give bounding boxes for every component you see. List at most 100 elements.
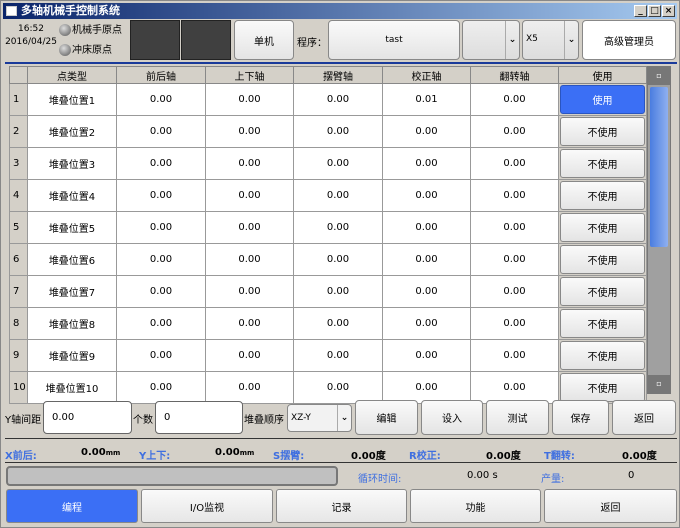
axis-value-cell[interactable]: 0.00 bbox=[205, 179, 294, 212]
save-button[interactable]: 保存 bbox=[552, 400, 609, 435]
use-toggle-button[interactable]: 不使用 bbox=[560, 117, 645, 146]
table-scrollbar[interactable]: ▫ ▫ bbox=[647, 66, 671, 394]
stack-order-select[interactable]: XZ-Y ⌄ bbox=[287, 404, 352, 432]
table-row[interactable]: 5 堆叠位置5 0.00 0.00 0.00 0.00 0.00 不使用 bbox=[9, 211, 647, 244]
axis-value-cell[interactable]: 0.00 bbox=[205, 83, 294, 116]
axis-value-cell[interactable]: 0.01 bbox=[382, 83, 471, 116]
axis-value-cell[interactable]: 0.00 bbox=[382, 115, 471, 148]
axis-value-cell[interactable]: 0.00 bbox=[382, 179, 471, 212]
use-toggle-button[interactable]: 不使用 bbox=[560, 277, 645, 306]
axis-value-cell[interactable]: 0.00 bbox=[116, 307, 206, 340]
point-type-cell[interactable]: 堆叠位置6 bbox=[27, 243, 117, 276]
use-toggle-button[interactable]: 不使用 bbox=[560, 181, 645, 210]
axis-value-cell[interactable]: 0.00 bbox=[293, 339, 383, 372]
table-row[interactable]: 8 堆叠位置8 0.00 0.00 0.00 0.00 0.00 不使用 bbox=[9, 307, 647, 340]
axis-value-cell[interactable]: 0.00 bbox=[116, 179, 206, 212]
point-type-cell[interactable]: 堆叠位置3 bbox=[27, 147, 117, 180]
point-type-cell[interactable]: 堆叠位置9 bbox=[27, 339, 117, 372]
test-button[interactable]: 测试 bbox=[486, 400, 549, 435]
axis-value-cell[interactable]: 0.00 bbox=[293, 211, 383, 244]
table-row[interactable]: 1 堆叠位置1 0.00 0.00 0.00 0.01 0.00 使用 bbox=[9, 83, 647, 116]
axis-value-cell[interactable]: 0.00 bbox=[470, 211, 559, 244]
maximize-button[interactable]: □ bbox=[648, 5, 661, 17]
axis-value-cell[interactable]: 0.00 bbox=[293, 179, 383, 212]
axis-value-cell[interactable]: 0.00 bbox=[382, 371, 471, 404]
nav-io-monitor[interactable]: I/O监视 bbox=[141, 489, 273, 523]
axis-value-cell[interactable]: 0.00 bbox=[116, 83, 206, 116]
axis-value-cell[interactable]: 0.00 bbox=[470, 179, 559, 212]
axis-value-cell[interactable]: 0.00 bbox=[470, 307, 559, 340]
table-row[interactable]: 6 堆叠位置6 0.00 0.00 0.00 0.00 0.00 不使用 bbox=[9, 243, 647, 276]
scroll-up-button[interactable]: ▫ bbox=[648, 67, 670, 85]
table-row[interactable]: 9 堆叠位置9 0.00 0.00 0.00 0.00 0.00 不使用 bbox=[9, 339, 647, 372]
minimize-button[interactable]: _ bbox=[634, 5, 647, 17]
axis-value-cell[interactable]: 0.00 bbox=[205, 339, 294, 372]
program-name-field[interactable]: tast bbox=[328, 20, 460, 60]
point-type-cell[interactable]: 堆叠位置10 bbox=[27, 371, 117, 404]
axis-value-cell[interactable]: 0.00 bbox=[470, 147, 559, 180]
use-toggle-button[interactable]: 不使用 bbox=[560, 213, 645, 242]
edit-button[interactable]: 编辑 bbox=[355, 400, 418, 435]
use-toggle-button[interactable]: 使用 bbox=[560, 85, 645, 114]
nav-records[interactable]: 记录 bbox=[276, 489, 407, 523]
axis-value-cell[interactable]: 0.00 bbox=[382, 147, 471, 180]
axis-value-cell[interactable]: 0.00 bbox=[470, 115, 559, 148]
axis-value-cell[interactable]: 0.00 bbox=[293, 275, 383, 308]
point-type-cell[interactable]: 堆叠位置4 bbox=[27, 179, 117, 212]
axis-value-cell[interactable]: 0.00 bbox=[116, 243, 206, 276]
axis-value-cell[interactable]: 0.00 bbox=[205, 371, 294, 404]
axis-value-cell[interactable]: 0.00 bbox=[382, 243, 471, 276]
use-toggle-button[interactable]: 不使用 bbox=[560, 341, 645, 370]
axis-value-cell[interactable]: 0.00 bbox=[116, 115, 206, 148]
axis-value-cell[interactable]: 0.00 bbox=[382, 211, 471, 244]
axis-value-cell[interactable]: 0.00 bbox=[293, 115, 383, 148]
axis-value-cell[interactable]: 0.00 bbox=[116, 147, 206, 180]
point-type-cell[interactable]: 堆叠位置5 bbox=[27, 211, 117, 244]
point-type-cell[interactable]: 堆叠位置1 bbox=[27, 83, 117, 116]
axis-value-cell[interactable]: 0.00 bbox=[470, 83, 559, 116]
y-spacing-input[interactable]: 0.00 bbox=[43, 401, 132, 434]
point-type-cell[interactable]: 堆叠位置7 bbox=[27, 275, 117, 308]
back-button[interactable]: 返回 bbox=[612, 400, 676, 435]
table-row[interactable]: 3 堆叠位置3 0.00 0.00 0.00 0.00 0.00 不使用 bbox=[9, 147, 647, 180]
axis-value-cell[interactable]: 0.00 bbox=[116, 211, 206, 244]
set-button[interactable]: 设入 bbox=[421, 400, 483, 435]
table-row[interactable]: 2 堆叠位置2 0.00 0.00 0.00 0.00 0.00 不使用 bbox=[9, 115, 647, 148]
axis-value-cell[interactable]: 0.00 bbox=[116, 371, 206, 404]
table-row[interactable]: 7 堆叠位置7 0.00 0.00 0.00 0.00 0.00 不使用 bbox=[9, 275, 647, 308]
axis-value-cell[interactable]: 0.00 bbox=[293, 371, 383, 404]
axis-value-cell[interactable]: 0.00 bbox=[470, 371, 559, 404]
axis-value-cell[interactable]: 0.00 bbox=[382, 307, 471, 340]
axis-value-cell[interactable]: 0.00 bbox=[205, 115, 294, 148]
axis-value-cell[interactable]: 0.00 bbox=[116, 275, 206, 308]
axis-value-cell[interactable]: 0.00 bbox=[470, 339, 559, 372]
table-row[interactable]: 10 堆叠位置10 0.00 0.00 0.00 0.00 0.00 不使用 bbox=[9, 371, 647, 404]
point-type-cell[interactable]: 堆叠位置2 bbox=[27, 115, 117, 148]
axis-value-cell[interactable]: 0.00 bbox=[205, 275, 294, 308]
use-toggle-button[interactable]: 不使用 bbox=[560, 149, 645, 178]
axis-value-cell[interactable]: 0.00 bbox=[293, 83, 383, 116]
use-toggle-button[interactable]: 不使用 bbox=[560, 309, 645, 338]
nav-programming[interactable]: 编程 bbox=[6, 489, 138, 523]
axis-value-cell[interactable]: 0.00 bbox=[293, 147, 383, 180]
nav-back[interactable]: 返回 bbox=[544, 489, 677, 523]
use-toggle-button[interactable]: 不使用 bbox=[560, 245, 645, 274]
point-type-cell[interactable]: 堆叠位置8 bbox=[27, 307, 117, 340]
axis-value-cell[interactable]: 0.00 bbox=[382, 275, 471, 308]
axis-value-cell[interactable]: 0.00 bbox=[382, 339, 471, 372]
count-input[interactable]: 0 bbox=[155, 401, 243, 434]
program-select[interactable]: ⌄ bbox=[462, 20, 520, 60]
close-button[interactable]: × bbox=[662, 5, 675, 17]
axis-value-cell[interactable]: 0.00 bbox=[470, 275, 559, 308]
mode-button[interactable]: 单机 bbox=[234, 20, 294, 60]
axis-value-cell[interactable]: 0.00 bbox=[205, 243, 294, 276]
use-toggle-button[interactable]: 不使用 bbox=[560, 373, 645, 402]
nav-functions[interactable]: 功能 bbox=[410, 489, 541, 523]
axis-select[interactable]: X5 ⌄ bbox=[522, 20, 579, 60]
axis-value-cell[interactable]: 0.00 bbox=[205, 307, 294, 340]
scrollbar-thumb[interactable] bbox=[650, 87, 668, 247]
user-button[interactable]: 高级管理员 bbox=[582, 20, 676, 60]
axis-value-cell[interactable]: 0.00 bbox=[205, 147, 294, 180]
axis-value-cell[interactable]: 0.00 bbox=[470, 243, 559, 276]
scroll-down-button[interactable]: ▫ bbox=[648, 375, 670, 393]
